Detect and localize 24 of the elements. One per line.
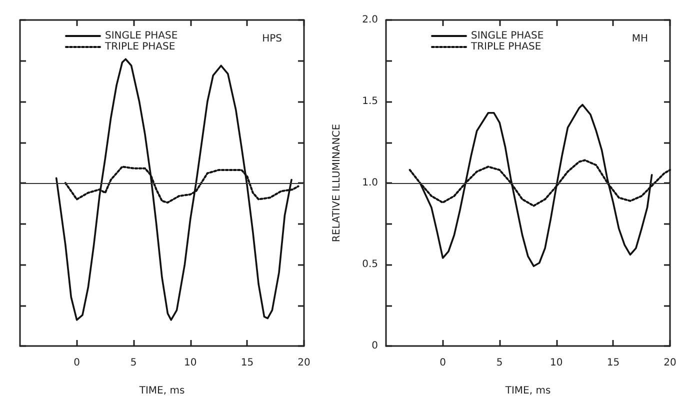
x-tick-label: 20: [664, 358, 676, 368]
legend-label: TRIPLE PHASE: [470, 42, 542, 52]
y-tick-label: 0: [372, 340, 378, 352]
x-tick-label: 15: [606, 358, 620, 368]
x-tick-label: 0: [74, 358, 80, 368]
x-tick-label: 10: [550, 358, 563, 368]
x-tick-label: 20: [298, 358, 310, 368]
x-tick-label: 5: [496, 358, 503, 368]
x-axis-title: TIME, ms: [138, 386, 185, 396]
annotation: HPS: [262, 34, 282, 44]
y-axis-title: RELATIVE ILLUMINANCE: [332, 124, 342, 242]
y-tick-label: 1.5: [362, 96, 378, 107]
y-tick-label: 0.5: [362, 259, 378, 270]
x-tick-label: 5: [130, 358, 137, 368]
x-tick-label: 10: [184, 358, 197, 368]
legend-label: SINGLE PHASE: [471, 30, 544, 42]
legend-label: SINGLE PHASE: [105, 30, 178, 42]
x-tick-label: 15: [240, 358, 254, 368]
y-tick-label: 1.0: [362, 178, 378, 188]
y-tick-label: 2.0: [362, 14, 378, 26]
legend-label: TRIPLE PHASE: [104, 42, 176, 52]
x-tick-label: 0: [440, 358, 446, 368]
annotation: MH: [632, 34, 648, 44]
x-axis-title: TIME, ms: [504, 386, 551, 396]
